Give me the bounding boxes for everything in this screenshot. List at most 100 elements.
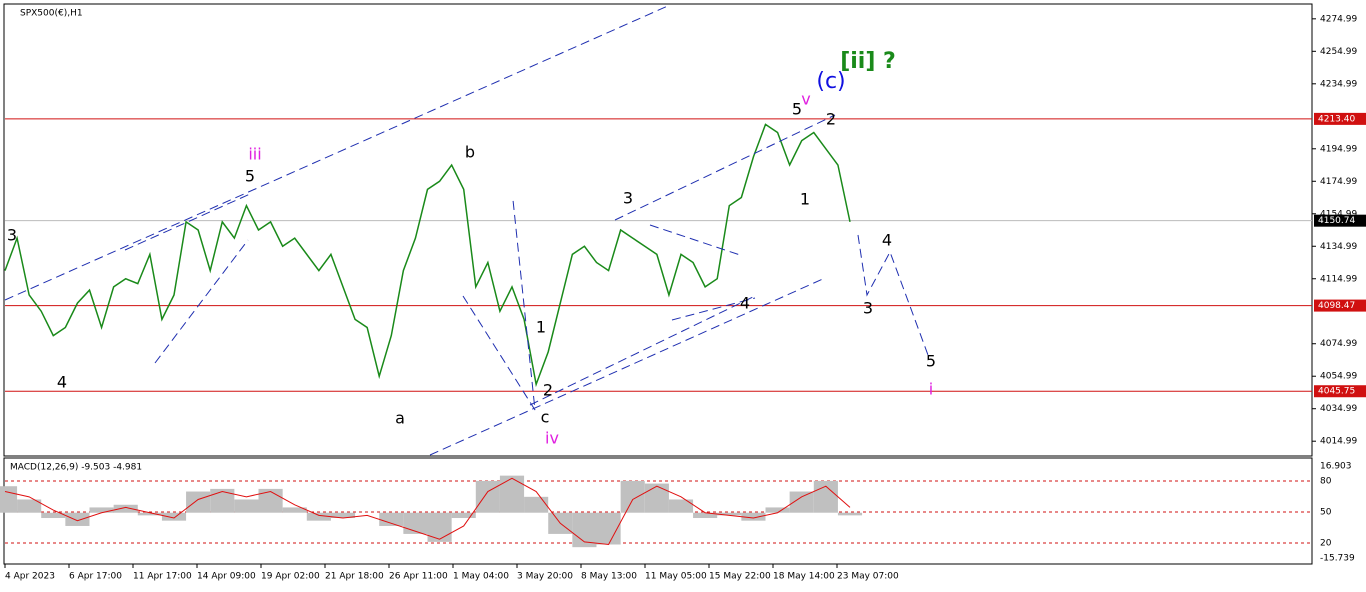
signal-line — [4, 477, 851, 546]
y-tick-label: 4154.99 — [1320, 209, 1357, 219]
price-line — [4, 123, 851, 388]
x-tick-label: 8 May 13:00 — [581, 572, 637, 582]
y-tick-label: 4234.99 — [1320, 79, 1357, 89]
x-tick-label: 4 Apr 2023 — [5, 572, 55, 582]
wave-label: [ii] ? — [840, 49, 896, 74]
x-tick-label: 21 Apr 18:00 — [325, 572, 384, 582]
x-tick-label: 14 Apr 09:00 — [197, 572, 256, 582]
wave-label: 4 — [740, 294, 750, 313]
macd-bar — [427, 512, 452, 542]
level-label: 4098.47 — [1318, 301, 1355, 311]
wave-label: 5 — [792, 100, 802, 119]
wave-label: 1 — [536, 318, 546, 337]
macd-bar — [234, 499, 259, 513]
macd-tick-label: -15.739 — [1320, 554, 1355, 564]
macd-tick-label: 16.903 — [1320, 462, 1352, 472]
wave-label: 5 — [245, 167, 255, 186]
wave-label: 3 — [863, 299, 873, 318]
macd-bar — [0, 486, 18, 513]
annotations: 3 4 iii 5 b a 1 2 c iv 3 4 5 v (c) [ii] … — [7, 49, 936, 448]
chart-title: SPX500(€),H1 — [20, 9, 83, 19]
x-tick-label: 6 Apr 17:00 — [69, 572, 122, 582]
y-tick-label: 4134.99 — [1320, 242, 1357, 252]
macd-bar — [306, 512, 331, 521]
level-tag — [1314, 112, 1366, 125]
y-tick-label: 4254.99 — [1320, 47, 1357, 57]
wave-label: 4 — [882, 231, 892, 250]
wave-label: 4 — [57, 373, 67, 392]
y-tick-label: 4074.99 — [1320, 339, 1357, 349]
y-tick-label: 4174.99 — [1320, 177, 1357, 187]
level-label: 4150.74 — [1318, 216, 1355, 226]
wave-label: 2 — [543, 381, 553, 400]
wave-label: iv — [545, 429, 559, 448]
macd-bar — [451, 512, 476, 519]
macd-bar — [644, 483, 669, 513]
level-tag — [1314, 214, 1366, 227]
macd-bar — [41, 512, 66, 519]
macd-bar — [620, 480, 645, 513]
macd-bar — [17, 499, 42, 513]
macd-bar — [89, 507, 114, 513]
macd-bar — [499, 475, 525, 513]
x-tick-label: 23 May 07:00 — [837, 572, 899, 582]
macd-bar — [693, 512, 718, 519]
level-label: 4045.75 — [1318, 387, 1355, 397]
wave-label: v — [801, 90, 810, 109]
macd-bar — [789, 491, 814, 513]
y-tick-label: 4034.99 — [1320, 404, 1357, 414]
level-tag — [1314, 299, 1366, 312]
macd-tick-label: 80 — [1320, 477, 1332, 487]
x-tick-label: 26 Apr 11:00 — [389, 572, 448, 582]
macd-bar — [524, 496, 549, 513]
level-tag — [1314, 385, 1366, 398]
x-tick-label: 18 May 14:00 — [773, 572, 835, 582]
macd-tick-label: 20 — [1320, 539, 1332, 549]
wave-label: a — [395, 409, 405, 428]
x-tick-label: 3 May 20:00 — [517, 572, 573, 582]
macd-bar — [765, 507, 790, 513]
macd-bar — [403, 512, 428, 534]
macd-bar — [717, 512, 742, 516]
x-tick-label: 15 May 22:00 — [709, 572, 771, 582]
macd-bar — [137, 512, 162, 516]
macd-bar — [330, 512, 356, 519]
macd-bar — [837, 512, 863, 516]
wave-label: 3 — [7, 226, 17, 245]
macd-bar — [65, 512, 90, 526]
x-tick-label: 1 May 04:00 — [453, 572, 509, 582]
wave-label: 1 — [800, 190, 810, 209]
macd-bar — [113, 504, 138, 513]
macd-bar — [258, 488, 283, 513]
macd-bar — [161, 512, 187, 521]
macd-bar — [668, 499, 694, 513]
macd-bar — [282, 507, 307, 513]
wave-label: c — [541, 408, 550, 427]
y-tick-label: 4014.99 — [1320, 437, 1357, 447]
wave-label: 3 — [623, 189, 633, 208]
macd-bar — [475, 480, 500, 513]
wave-lines — [4, 4, 929, 456]
y-tick-label: 4114.99 — [1320, 274, 1357, 284]
x-tick-label: 11 May 05:00 — [645, 572, 707, 582]
macd-bar — [210, 488, 235, 513]
x-tick-label: 19 Apr 02:00 — [261, 572, 320, 582]
wave-label: i — [929, 380, 933, 399]
macd-bar — [379, 512, 404, 526]
macd-tick-label: 50 — [1320, 508, 1332, 518]
wave-label: (c) — [816, 69, 845, 94]
y-tick-label: 4054.99 — [1320, 372, 1357, 382]
macd-bar — [741, 512, 766, 521]
y-tick-label: 4194.99 — [1320, 144, 1357, 154]
wave-label: 5 — [926, 352, 936, 371]
x-tick-label: 11 Apr 17:00 — [133, 572, 192, 582]
level-label: 4213.40 — [1318, 114, 1355, 124]
wave-label: b — [465, 143, 475, 162]
macd-label: MACD(12,26,9) -9.503 -4.981 — [10, 463, 142, 473]
wave-label: 2 — [826, 110, 836, 129]
main-frame — [3, 3, 1313, 457]
wave-label: iii — [248, 145, 261, 164]
y-tick-label: 4274.99 — [1320, 14, 1357, 24]
macd-bar — [186, 491, 211, 513]
